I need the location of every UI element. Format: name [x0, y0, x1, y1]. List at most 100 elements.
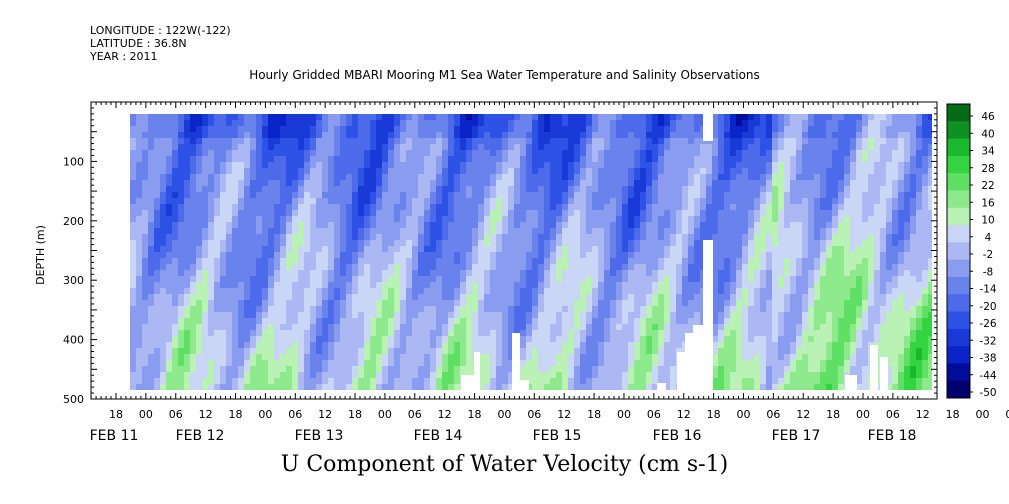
heatmap-cell	[328, 318, 335, 325]
heatmap-cell	[286, 360, 293, 367]
heatmap-cell	[586, 144, 593, 151]
heatmap-cell	[652, 138, 659, 145]
heatmap-cell	[694, 156, 701, 163]
heatmap-cell	[760, 174, 767, 181]
heatmap-cell	[406, 132, 413, 139]
heatmap-cell	[718, 156, 725, 163]
heatmap-cell	[166, 312, 173, 319]
heatmap-cell	[364, 354, 371, 361]
heatmap-cell	[460, 114, 467, 121]
heatmap-cell	[232, 270, 239, 277]
heatmap-cell	[178, 150, 185, 157]
heatmap-cell	[448, 162, 455, 169]
heatmap-cell	[748, 336, 755, 343]
heatmap-cell	[730, 360, 737, 367]
heatmap-cell	[238, 186, 245, 193]
heatmap-cell	[592, 258, 599, 265]
heatmap-cell	[478, 312, 485, 319]
heatmap-cell	[160, 372, 167, 379]
heatmap-cell	[346, 294, 353, 301]
heatmap-cell	[220, 276, 227, 283]
heatmap-cell	[172, 348, 179, 355]
heatmap-cell	[304, 174, 311, 181]
heatmap-cell	[196, 324, 203, 331]
heatmap-cell	[178, 168, 185, 175]
heatmap-cell	[622, 384, 629, 390]
heatmap-cell	[562, 228, 569, 235]
heatmap-cell	[370, 204, 377, 211]
heatmap-cell	[424, 378, 431, 385]
heatmap-cell	[256, 330, 263, 337]
heatmap-cell	[400, 228, 407, 235]
heatmap-cell	[256, 372, 263, 379]
heatmap-cell	[718, 354, 725, 361]
heatmap-cell	[340, 378, 347, 385]
heatmap-cell	[514, 186, 521, 193]
heatmap-cell	[742, 342, 749, 349]
heatmap-cell	[346, 204, 353, 211]
heatmap-cell	[430, 270, 437, 277]
heatmap-cell	[610, 282, 617, 289]
heatmap-cell	[190, 300, 197, 307]
heatmap-cell	[220, 198, 227, 205]
heatmap-cell	[226, 162, 233, 169]
heatmap-cell	[406, 336, 413, 343]
heatmap-cell	[166, 168, 173, 175]
heatmap-cell	[424, 330, 431, 337]
heatmap-cell	[652, 306, 659, 313]
heatmap-cell	[520, 342, 527, 349]
heatmap-cell	[652, 216, 659, 223]
heatmap-cell	[730, 252, 737, 259]
heatmap-cell	[250, 342, 257, 349]
heatmap-cell	[190, 312, 197, 319]
heatmap-cell	[310, 234, 317, 241]
heatmap-cell	[394, 192, 401, 199]
heatmap-cell	[694, 240, 701, 247]
heatmap-cell	[370, 258, 377, 265]
heatmap-cell	[352, 120, 359, 127]
heatmap-cell	[622, 126, 629, 133]
heatmap-cell	[478, 168, 485, 175]
heatmap-cell	[364, 360, 371, 367]
heatmap-cell	[580, 216, 587, 223]
heatmap-cell	[364, 312, 371, 319]
heatmap-cell	[712, 174, 719, 181]
heatmap-cell	[382, 138, 389, 145]
heatmap-cell	[580, 276, 587, 283]
heatmap-cell	[166, 156, 173, 163]
heatmap-cell	[466, 312, 473, 319]
heatmap-cell	[202, 258, 209, 265]
heatmap-cell	[262, 294, 269, 301]
heatmap-cell	[640, 174, 647, 181]
heatmap-cell	[778, 114, 785, 121]
heatmap-cell	[478, 252, 485, 259]
heatmap-cell	[778, 222, 785, 229]
heatmap-cell	[724, 150, 731, 157]
heatmap-cell	[388, 264, 395, 271]
heatmap-cell	[772, 144, 779, 151]
heatmap-cell	[280, 360, 287, 367]
heatmap-cell	[466, 144, 473, 151]
heatmap-cell	[226, 288, 233, 295]
heatmap-cell	[466, 126, 473, 133]
heatmap-cell	[136, 162, 143, 169]
heatmap-cell	[190, 366, 197, 373]
heatmap-cell	[208, 180, 215, 187]
heatmap-cell	[220, 132, 227, 139]
heatmap-cell	[238, 324, 245, 331]
heatmap-cell	[406, 348, 413, 355]
heatmap-cell	[616, 288, 623, 295]
heatmap-cell	[430, 174, 437, 181]
heatmap-cell	[340, 114, 347, 121]
heatmap-cell	[760, 162, 767, 169]
heatmap-cell	[436, 144, 443, 151]
heatmap-cell	[472, 198, 479, 205]
heatmap-cell	[634, 234, 641, 241]
heatmap-cell	[544, 258, 551, 265]
heatmap-cell	[358, 198, 365, 205]
heatmap-cell	[148, 288, 155, 295]
heatmap-cell	[142, 366, 149, 373]
heatmap-cell	[556, 336, 563, 343]
heatmap-cell	[550, 138, 557, 145]
heatmap-cell	[322, 240, 329, 247]
